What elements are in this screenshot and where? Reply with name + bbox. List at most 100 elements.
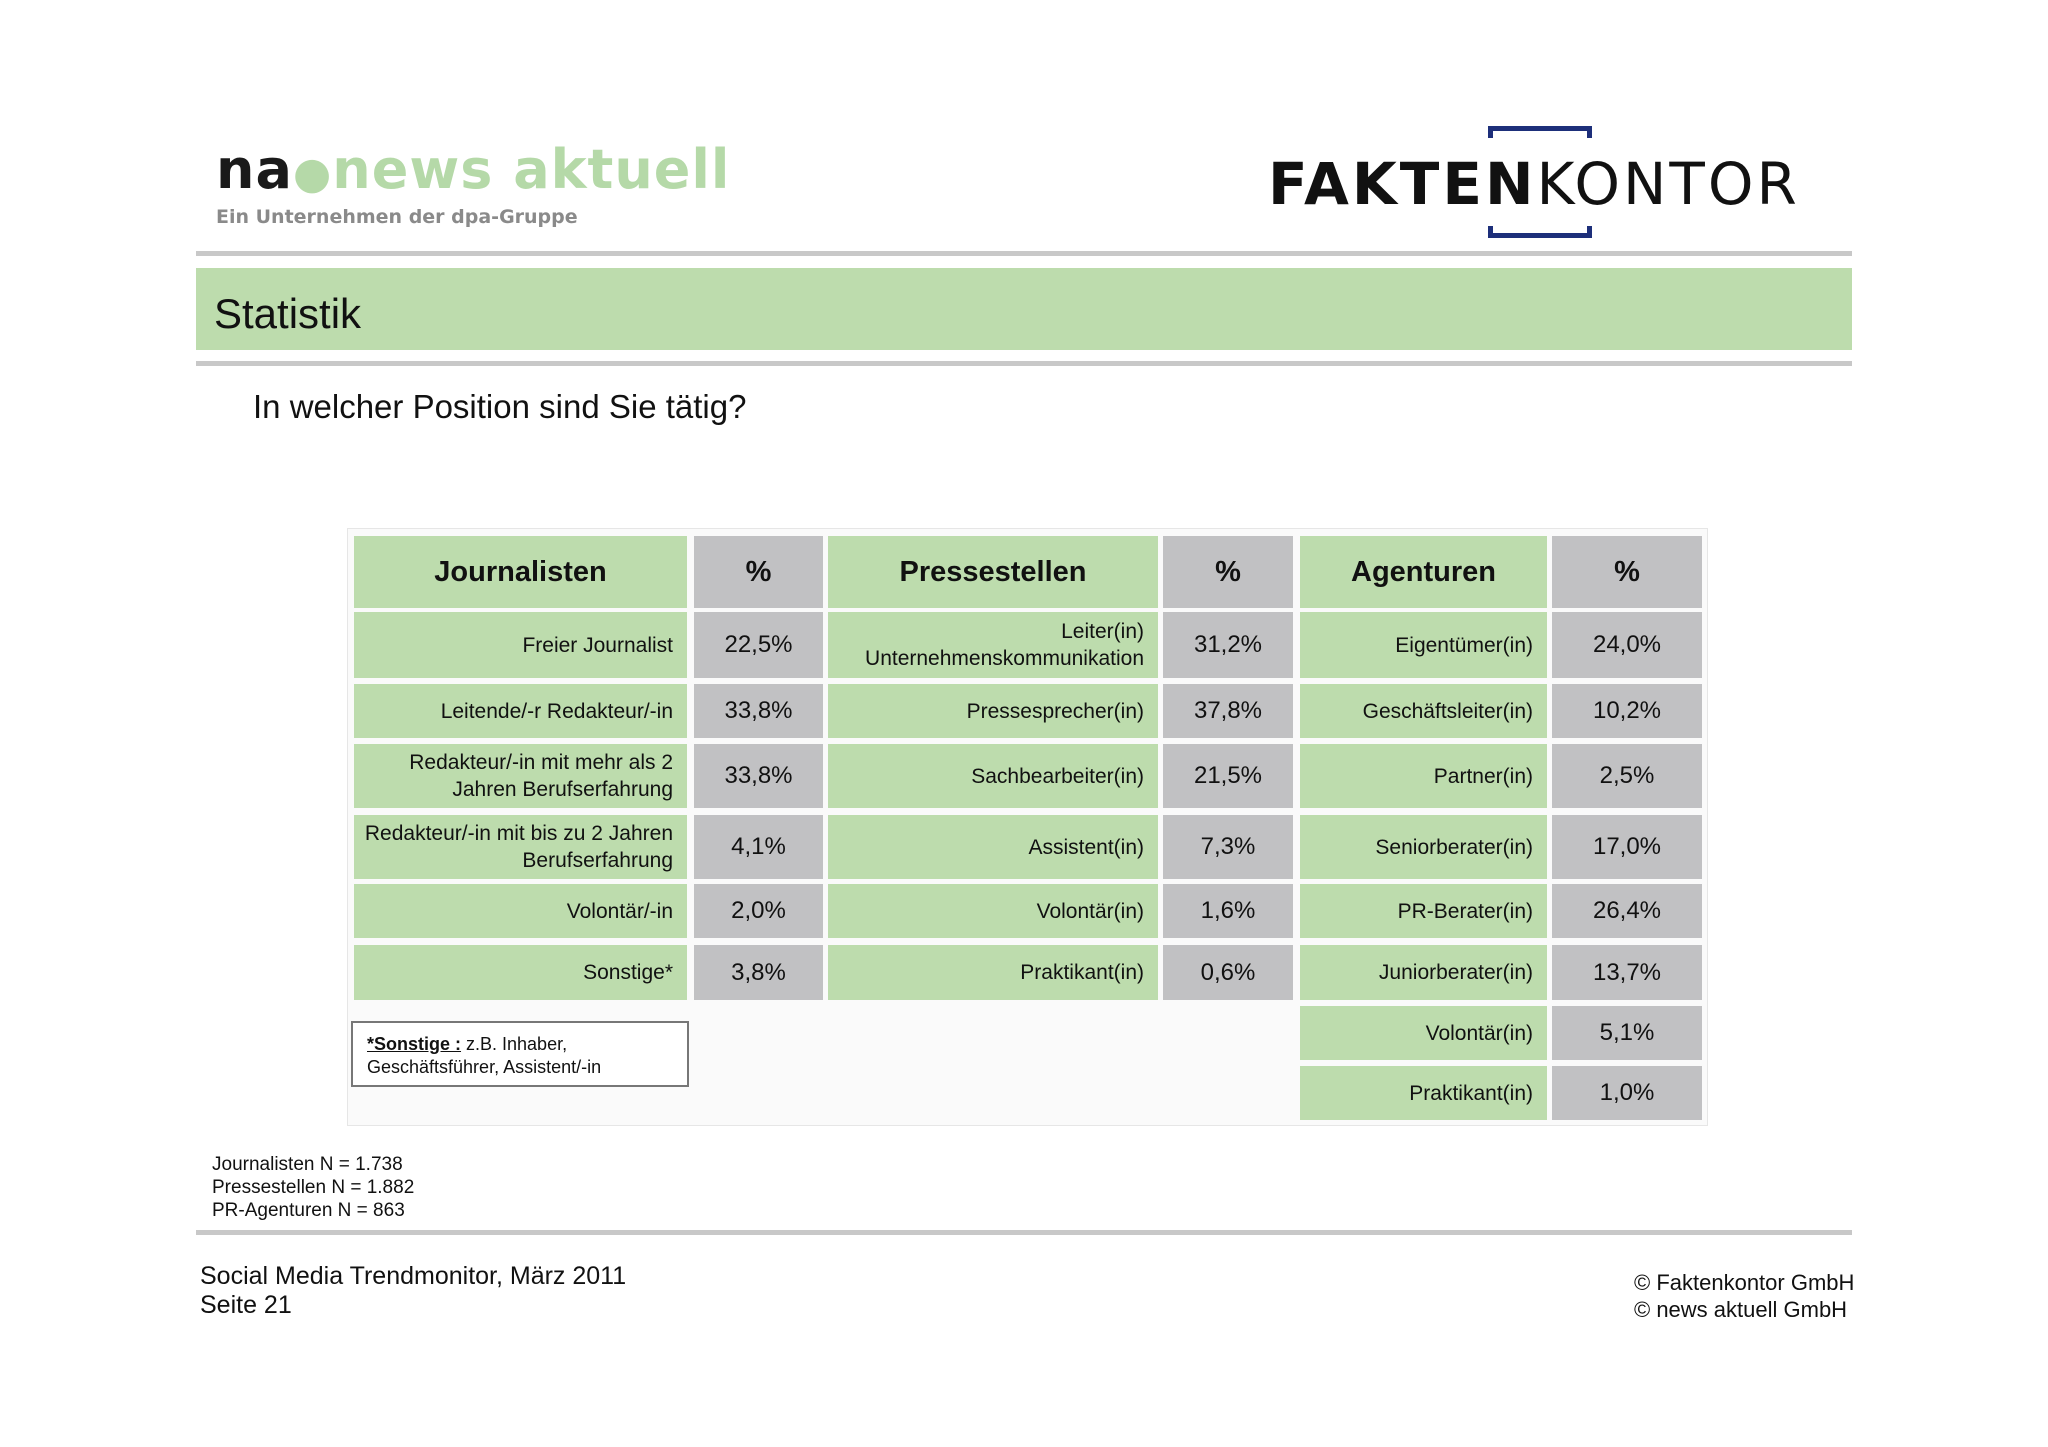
agenturen-pct-cell-text: 10,2%: [1592, 697, 1662, 724]
sample-size-pressestellen: Pressestellen N = 1.882: [212, 1177, 415, 1198]
agenturen-pct-cell: 10,2%: [1552, 684, 1702, 738]
pressestellen-pct-cell-text: 37,8%: [1193, 697, 1263, 724]
footer-copyright: © Faktenkontor GmbH © news aktuell GmbH: [1634, 1269, 1854, 1323]
faktenkontor-logo: FAKTENKONTOR: [1268, 126, 1812, 238]
journalisten-label-cell-text: Leitende/-r Redakteur/-in: [440, 699, 673, 723]
journalisten-pct-cell: 33,8%: [694, 684, 823, 738]
agenturen-label-cell: Praktikant(in): [1300, 1066, 1547, 1120]
agenturen-pct-cell-text: 17,0%: [1592, 833, 1662, 860]
agenturen-pct-cell: 1,0%: [1552, 1066, 1702, 1120]
header-divider: [196, 251, 1852, 256]
pressestellen-pct-cell-text: 1,6%: [1200, 897, 1256, 924]
journalisten-label-cell-text: Redakteur/-in mit bis zu 2 Jahren Berufs…: [364, 822, 673, 872]
journalisten-label-cell-text: Sonstige*: [583, 961, 673, 984]
agenturen-label-cell-text: Partner(in): [1433, 764, 1533, 788]
footer-divider: [196, 1230, 1852, 1235]
journalisten-label-cell: Redakteur/-in mit bis zu 2 Jahren Berufs…: [354, 815, 687, 879]
agenturen-label-cell-text: Geschäftsleiter(in): [1362, 699, 1533, 723]
journalisten-pct-cell-text: 33,8%: [724, 762, 793, 789]
survey-question: In welcher Position sind Sie tätig?: [253, 388, 747, 425]
agenturen-pct-cell-text: 24,0%: [1592, 631, 1662, 658]
pressestellen-pct-cell-text: 31,2%: [1193, 631, 1263, 658]
sample-size-journalisten: Journalisten N = 1.738: [212, 1154, 403, 1175]
pressestellen-pct-cell: 37,8%: [1163, 684, 1293, 738]
header-pct-text: %: [745, 555, 772, 588]
pressestellen-pct-cell: 31,2%: [1163, 612, 1293, 678]
journalisten-pct-cell-text: 33,8%: [724, 697, 793, 724]
title-band: [196, 268, 1852, 350]
journalisten-label-cell: Volontär/-in: [354, 884, 687, 938]
agenturen-label-cell: PR-Berater(in): [1300, 884, 1547, 938]
journalisten-pct-cell-text: 2,0%: [731, 897, 786, 924]
journalisten-pct-cell: 22,5%: [694, 612, 823, 678]
header-pressestellen-text: Pressestellen: [899, 555, 1087, 588]
agenturen-label-cell-text: PR-Berater(in): [1397, 899, 1533, 923]
pressestellen-pct-cell: 21,5%: [1163, 744, 1293, 808]
logo-tagline: Ein Unternehmen der dpa-Gruppe: [216, 206, 578, 228]
pressestellen-label-cell: Pressesprecher(in): [828, 684, 1158, 738]
journalisten-pct-cell-text: 3,8%: [731, 958, 786, 986]
pressestellen-label-cell-text: Assistent(in): [1028, 835, 1144, 859]
pressestellen-label-cell-text: Praktikant(in): [1020, 961, 1144, 984]
pressestellen-label-cell-text: Sachbearbeiter(in): [971, 764, 1144, 788]
pressestellen-pct-cell: 7,3%: [1163, 815, 1293, 879]
header-journalisten: Journalisten: [354, 536, 687, 608]
agenturen-label-cell-text: Volontär(in): [1425, 1021, 1533, 1045]
header-pct-text: %: [1215, 555, 1241, 588]
pressestellen-label-cell: Assistent(in): [828, 815, 1158, 879]
bracket-bottom-icon: [1488, 226, 1592, 238]
agenturen-label-cell: Volontär(in): [1300, 1006, 1547, 1060]
footer-page-number: Seite 21: [200, 1291, 292, 1319]
sample-size-agenturen: PR-Agenturen N = 863: [212, 1200, 405, 1221]
logo-news-text: news aktuell: [332, 138, 731, 201]
pressestellen-label-cell: Volontär(in): [828, 884, 1158, 938]
pressestellen-label-cell: Sachbearbeiter(in): [828, 744, 1158, 808]
pressestellen-pct-cell-text: 21,5%: [1193, 762, 1263, 789]
journalisten-pct-cell: 4,1%: [694, 815, 823, 879]
journalisten-label-cell-text: Freier Journalist: [522, 633, 673, 657]
agenturen-pct-cell-text: 5,1%: [1599, 1019, 1655, 1046]
bracket-top-icon: [1488, 126, 1592, 138]
logo-dot-icon: ●: [292, 148, 333, 199]
journalisten-pct-cell-text: 22,5%: [724, 631, 793, 658]
agenturen-label-cell: Juniorberater(in): [1300, 945, 1547, 1000]
agenturen-pct-cell-text: 2,5%: [1599, 762, 1655, 789]
journalisten-pct-cell: 2,0%: [694, 884, 823, 938]
footer-source: Social Media Trendmonitor, März 2011 Sei…: [200, 1262, 626, 1320]
agenturen-label-cell: Partner(in): [1300, 744, 1547, 808]
journalisten-label-cell: Freier Journalist: [354, 612, 687, 678]
agenturen-pct-cell: 13,7%: [1552, 945, 1702, 1000]
pressestellen-label-cell: Praktikant(in): [828, 945, 1158, 1000]
footnote-text: z.B. Inhaber, Geschäftsführer, Assistent…: [367, 1034, 602, 1077]
agenturen-label-cell: Seniorberater(in): [1300, 815, 1547, 879]
pressestellen-label-cell-text: Pressesprecher(in): [966, 699, 1144, 723]
header-pct: %: [1163, 536, 1293, 608]
pressestellen-pct-cell: 0,6%: [1163, 945, 1293, 1000]
pressestellen-pct-cell-text: 7,3%: [1200, 833, 1256, 860]
agenturen-label-cell-text: Praktikant(in): [1409, 1081, 1533, 1105]
agenturen-label-cell: Geschäftsleiter(in): [1300, 684, 1547, 738]
agenturen-pct-cell-text: 1,0%: [1599, 1079, 1655, 1106]
pressestellen-label-cell-text: Leiter(in) Unternehmenskommunikation: [865, 620, 1144, 670]
agenturen-pct-cell: 17,0%: [1552, 815, 1702, 879]
header-pct: %: [1552, 536, 1702, 608]
journalisten-label-cell: Leitende/-r Redakteur/-in: [354, 684, 687, 738]
footnote-key: *Sonstige :: [367, 1034, 462, 1054]
logo-na-text: na: [216, 138, 293, 201]
header-pct: %: [694, 536, 823, 608]
journalisten-pct-cell-text: 4,1%: [731, 833, 786, 860]
news-aktuell-logo: na●news aktuell Ein Unternehmen der dpa-…: [216, 138, 729, 230]
journalisten-label-cell: Redakteur/-in mit mehr als 2 Jahren Beru…: [354, 744, 687, 808]
agenturen-pct-cell: 2,5%: [1552, 744, 1702, 808]
title-divider: [196, 361, 1852, 366]
copyright-news-aktuell: © news aktuell GmbH: [1634, 1297, 1848, 1322]
journalisten-label-cell-text: Redakteur/-in mit mehr als 2 Jahren Beru…: [409, 751, 673, 801]
header-agenturen: Agenturen: [1300, 536, 1547, 608]
agenturen-pct-cell-text: 13,7%: [1592, 958, 1662, 986]
header-pct-text: %: [1614, 555, 1640, 588]
agenturen-label-cell: Eigentümer(in): [1300, 612, 1547, 678]
pressestellen-label-cell: Leiter(in) Unternehmenskommunikation: [828, 612, 1158, 678]
logo-kontor-text: KONTOR: [1536, 150, 1800, 218]
header-journalisten-text: Journalisten: [434, 555, 607, 588]
agenturen-pct-cell: 5,1%: [1552, 1006, 1702, 1060]
